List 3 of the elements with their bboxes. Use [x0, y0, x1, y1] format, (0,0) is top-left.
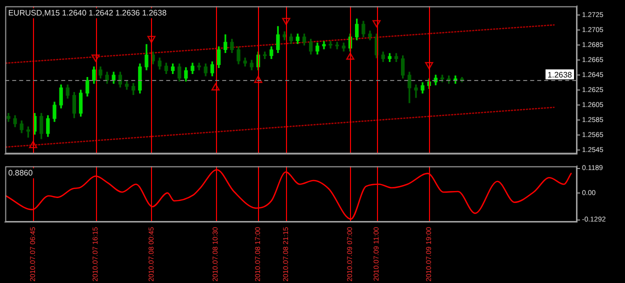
chart-title: 0.8860 — [8, 168, 34, 178]
chart-title: EURUSD,M15 1.2640 1.2642 1.2636 1.2638 — [8, 8, 168, 18]
ref-line-label: 1.2638 — [548, 70, 573, 80]
